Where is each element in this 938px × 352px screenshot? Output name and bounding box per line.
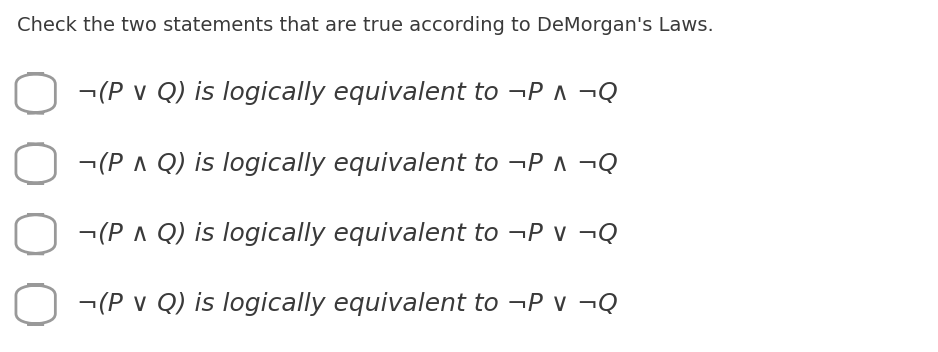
Text: Check the two statements that are true according to DeMorgan's Laws.: Check the two statements that are true a… <box>17 16 714 35</box>
Text: ¬(P ∨ Q) is logically equivalent to ¬P ∧ ¬Q: ¬(P ∨ Q) is logically equivalent to ¬P ∧… <box>77 81 617 105</box>
FancyBboxPatch shape <box>16 74 55 113</box>
FancyBboxPatch shape <box>16 285 55 324</box>
FancyBboxPatch shape <box>16 214 55 254</box>
Text: ¬(P ∨ Q) is logically equivalent to ¬P ∨ ¬Q: ¬(P ∨ Q) is logically equivalent to ¬P ∨… <box>77 293 617 316</box>
Text: ¬(P ∧ Q) is logically equivalent to ¬P ∧ ¬Q: ¬(P ∧ Q) is logically equivalent to ¬P ∧… <box>77 152 617 176</box>
FancyBboxPatch shape <box>16 144 55 183</box>
Text: ¬(P ∧ Q) is logically equivalent to ¬P ∨ ¬Q: ¬(P ∧ Q) is logically equivalent to ¬P ∨… <box>77 222 617 246</box>
